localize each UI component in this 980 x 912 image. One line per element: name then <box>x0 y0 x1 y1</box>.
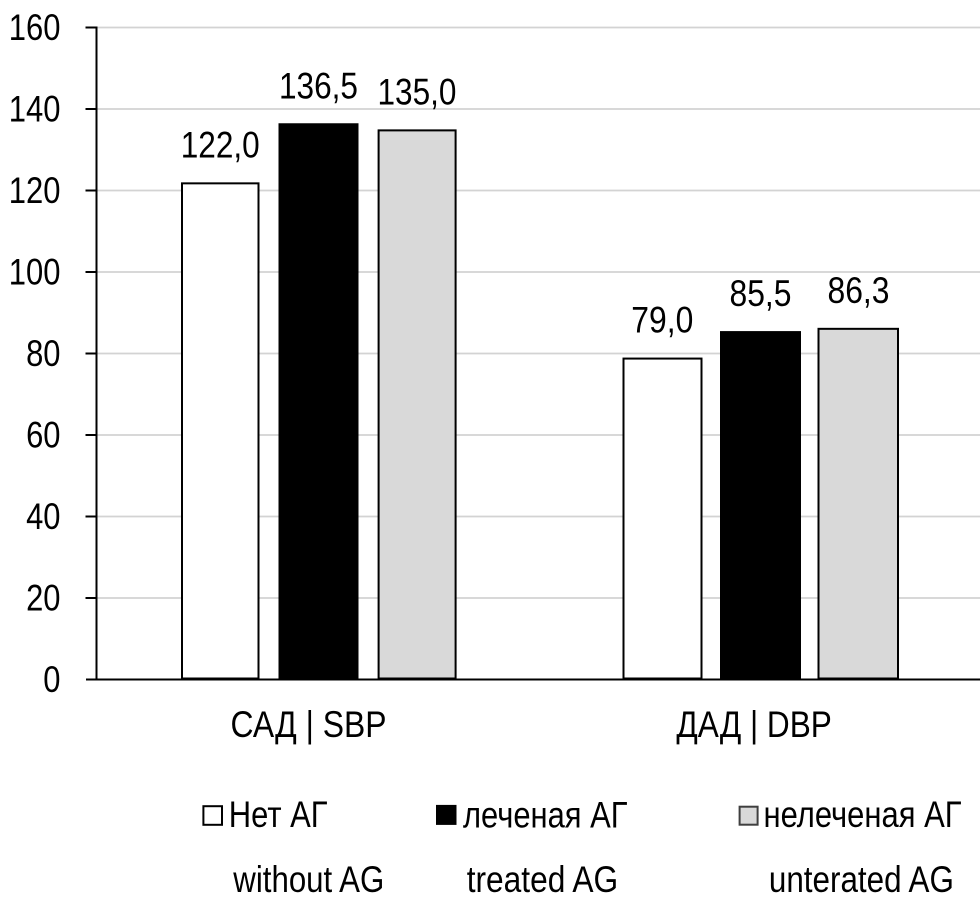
svg-text:160: 160 <box>9 6 61 48</box>
svg-text:60: 60 <box>26 414 60 456</box>
svg-text:122,0: 122,0 <box>181 123 260 165</box>
svg-text:100: 100 <box>9 251 61 293</box>
svg-text:120: 120 <box>9 169 61 211</box>
svg-text:136,5: 136,5 <box>279 64 358 106</box>
svg-text:0: 0 <box>43 658 60 700</box>
svg-text:20: 20 <box>26 577 60 619</box>
svg-text:without AG: without AG <box>232 858 384 900</box>
svg-text:40: 40 <box>26 495 60 537</box>
svg-text:80: 80 <box>26 332 60 374</box>
svg-text:treated AG: treated AG <box>467 858 619 900</box>
svg-text:леченая АГ: леченая АГ <box>463 794 628 836</box>
svg-text:ДАД | DBP: ДАД | DBP <box>676 703 832 745</box>
svg-text:нелеченая АГ: нелеченая АГ <box>764 793 962 835</box>
svg-text:Нет АГ: Нет АГ <box>229 793 328 835</box>
svg-text:86,3: 86,3 <box>828 269 890 311</box>
svg-text:САД | SBP: САД | SBP <box>231 703 387 745</box>
svg-text:79,0: 79,0 <box>631 299 693 341</box>
svg-text:85,5: 85,5 <box>730 272 792 314</box>
svg-text:140: 140 <box>9 88 61 130</box>
svg-text:unterated AG: unterated AG <box>769 858 954 900</box>
svg-text:135,0: 135,0 <box>378 70 457 112</box>
